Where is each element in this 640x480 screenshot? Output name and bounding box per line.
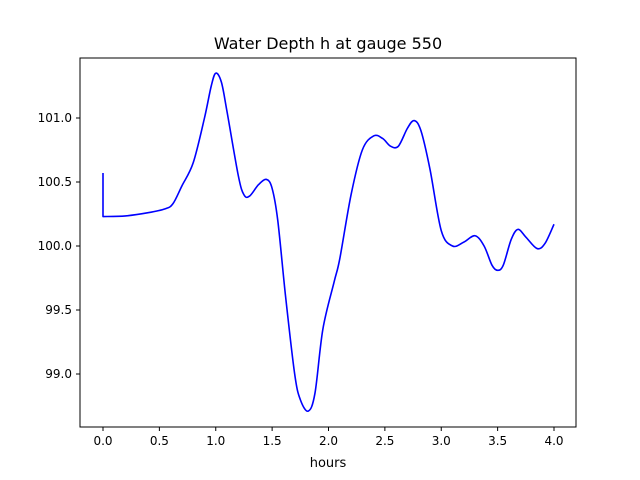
x-tick-label: 2.0 [319,434,338,448]
y-tick-label: 101.0 [38,111,72,125]
axes-frame [79,57,577,428]
x-axis-label: hours [310,456,347,471]
x-tick-label: 1.5 [263,434,282,448]
x-tick-label: 4.0 [544,434,563,448]
series-line-h [102,72,555,412]
y-tick-label: 100.0 [38,239,72,253]
chart-title: Water Depth h at gauge 550 [214,34,442,53]
y-tick-label: 99.0 [45,367,72,381]
x-tick-label: 2.5 [375,434,394,448]
x-tick-label: 0.5 [150,434,169,448]
y-tick-label: 99.5 [45,303,72,317]
x-tick-label: 3.0 [432,434,451,448]
plot-area: 0.0 0.5 1.0 1.5 2.0 2.5 3.0 3.5 4.0 99.0 99.5 100.0… [38,72,564,448]
y-tick-label: 100.5 [38,175,72,189]
x-tick-label: 0.0 [93,434,112,448]
x-tick-label: 1.0 [206,434,225,448]
x-tick-label: 3.5 [488,434,507,448]
